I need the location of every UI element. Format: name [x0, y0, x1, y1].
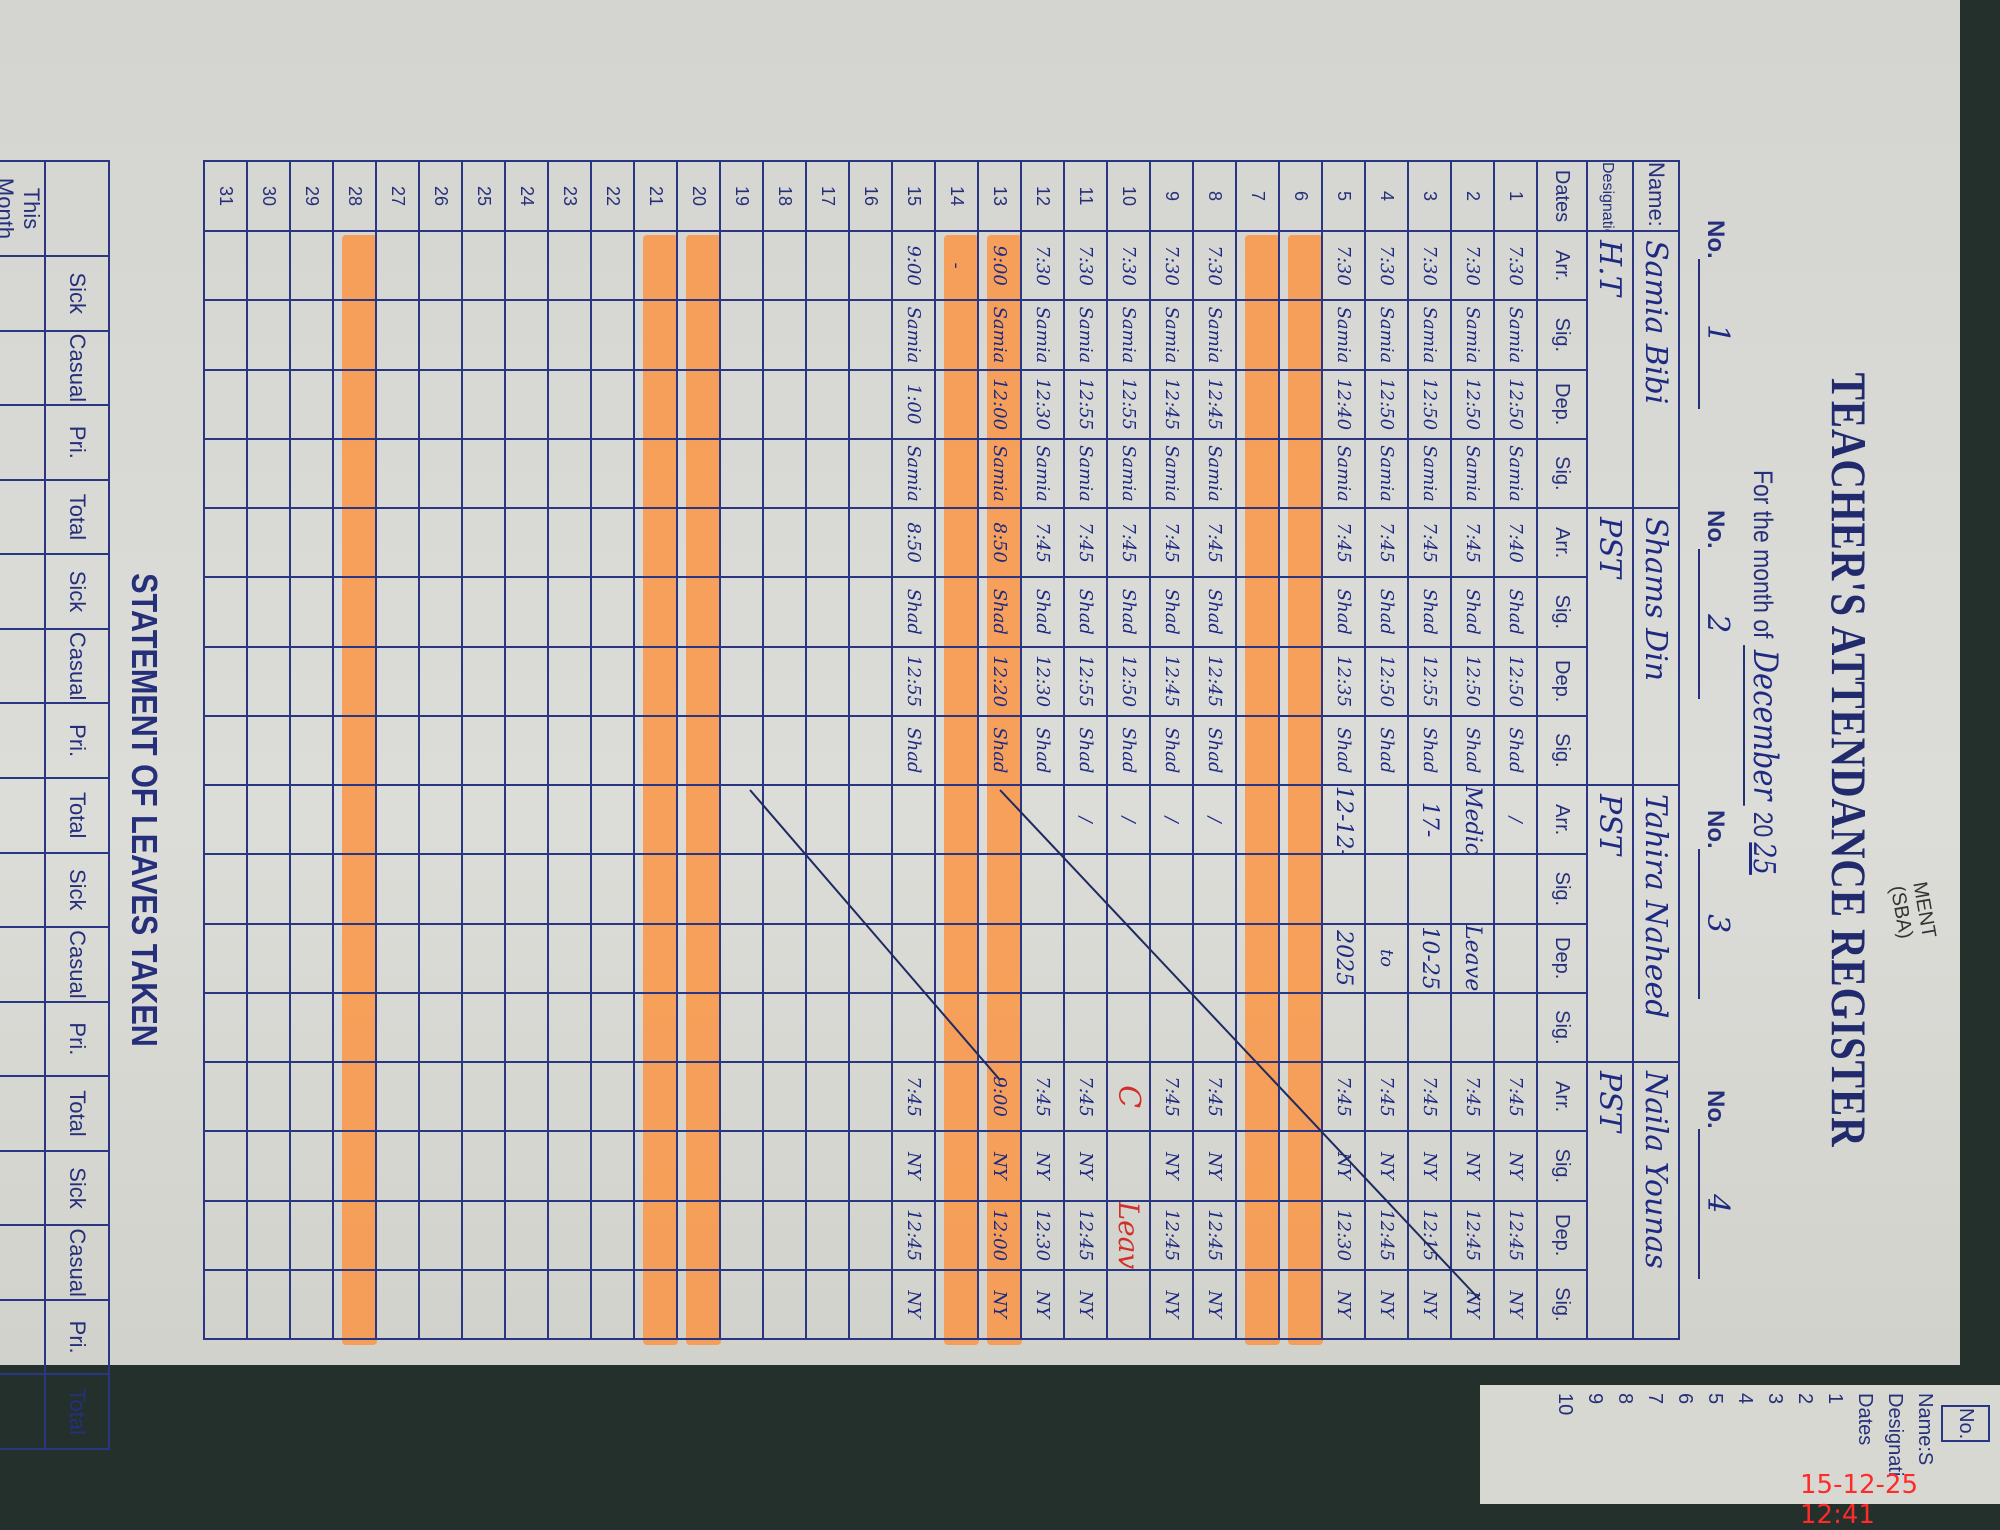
leaves-this-month-row: This Month	[0, 161, 45, 1449]
leaves-header-row: Sick Casual Pri. Total Sick Casual Pri. Total Si…	[45, 161, 109, 1449]
leaves-column-header: Pri.	[45, 1299, 109, 1375]
leaves-column-header: Total	[45, 479, 109, 555]
leaves-value-cell	[0, 1150, 45, 1226]
cross-out-stroke	[749, 789, 1001, 1081]
leaves-value-cell	[0, 628, 45, 704]
leaves-value-cell	[0, 405, 45, 480]
photo-timestamp: 15-12-25 12:41	[1800, 1470, 1919, 1530]
leaves-column-header: Sick	[45, 1150, 109, 1226]
leaves-column-header: Casual	[45, 1225, 109, 1300]
leaves-column-header: Pri.	[45, 405, 109, 480]
this-month-label: This Month	[0, 161, 45, 256]
leaves-value-cell	[0, 703, 45, 778]
leaves-column-header: Casual	[45, 330, 109, 406]
leaves-table: Sick Casual Pri. Total Sick Casual Pri. Total Si…	[0, 160, 110, 1450]
cross-out-stroke	[999, 789, 1481, 1301]
leaves-corner	[45, 161, 109, 256]
leaves-column-header: Sick	[45, 554, 109, 629]
leaves-column-header: Total	[45, 1076, 109, 1151]
leaves-value-cell	[0, 1225, 45, 1300]
leaves-value-cell	[0, 777, 45, 853]
leaves-column-header: Total	[45, 1374, 109, 1449]
leaves-value-cell	[0, 1076, 45, 1151]
leaves-value-cell	[0, 1001, 45, 1077]
leaves-column-header: Total	[45, 777, 109, 853]
leaves-column-header: Pri.	[45, 703, 109, 778]
leaves-column-header: Casual	[45, 628, 109, 704]
leaves-value-cell	[0, 256, 45, 331]
leaves-value-cell	[0, 1374, 45, 1449]
leaves-column-header: Sick	[45, 256, 109, 331]
leaves-value-cell	[0, 330, 45, 406]
leaves-value-cell	[0, 554, 45, 629]
leaves-value-cell	[0, 1299, 45, 1375]
leaves-column-header: Sick	[45, 852, 109, 928]
leaves-value-cell	[0, 927, 45, 1002]
leaves-value-cell	[0, 852, 45, 928]
leaves-column-header: Casual	[45, 927, 109, 1002]
leaves-column-header: Pri.	[45, 1001, 109, 1077]
leaves-value-cell	[0, 479, 45, 555]
leaves-title: STATEMENT OF LEAVES TAKEN	[124, 573, 165, 1047]
